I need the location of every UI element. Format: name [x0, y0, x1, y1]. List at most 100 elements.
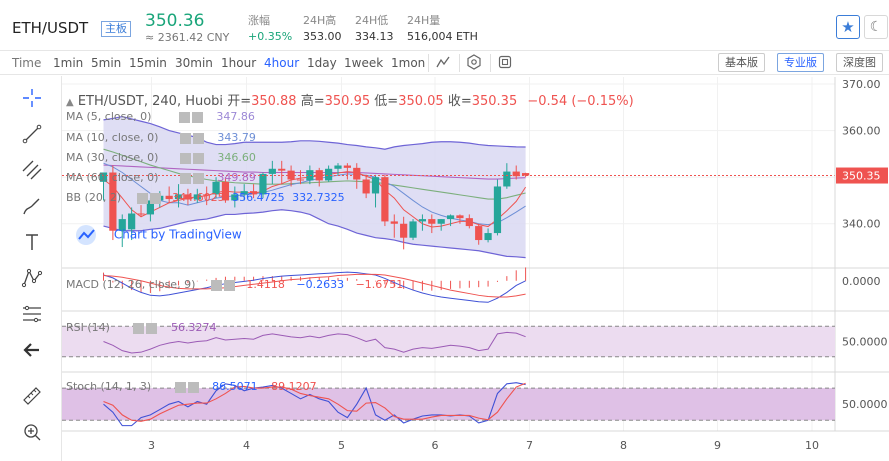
interval-1min[interactable]: 1min	[53, 56, 84, 70]
interval-1mon[interactable]: 1mon	[391, 56, 426, 70]
macd-line	[103, 271, 526, 303]
close-label: 收=	[447, 94, 472, 109]
ma10-legend[interactable]: MA (10, close, 0) 343.79	[66, 131, 256, 144]
ma10-label: MA (10, close, 0)	[66, 131, 159, 144]
candle-body	[522, 173, 530, 176]
candle-body	[400, 223, 408, 238]
candle-body	[353, 167, 361, 180]
eye-icon[interactable]	[179, 132, 191, 144]
interval-1week[interactable]: 1week	[344, 56, 384, 70]
interval-30min[interactable]: 30min	[175, 56, 213, 70]
indicators-icon[interactable]	[434, 54, 452, 72]
fib-retracement-icon[interactable]	[19, 301, 45, 327]
time-tick-label: 3	[148, 439, 155, 452]
candle-body	[503, 171, 511, 187]
back-arrow-icon[interactable]	[19, 337, 45, 363]
ma5-legend[interactable]: MA (5, close, 0) 347.86	[66, 110, 255, 123]
close-icon[interactable]	[223, 279, 235, 291]
interval-1day[interactable]: 1day	[307, 56, 337, 70]
candle-body	[193, 194, 201, 200]
close-icon[interactable]	[149, 192, 161, 204]
measure-icon[interactable]	[19, 383, 45, 409]
text-icon[interactable]	[19, 229, 45, 255]
interval-15min[interactable]: 15min	[129, 56, 167, 70]
eye-icon[interactable]	[136, 192, 148, 204]
ma30-label: MA (30, close, 0)	[66, 151, 159, 164]
brush-icon[interactable]	[19, 193, 45, 219]
toolbar-divider	[459, 54, 460, 72]
candle-body	[249, 191, 258, 195]
eye-icon[interactable]	[178, 111, 190, 123]
price-axis-background	[835, 77, 889, 461]
candle-body	[268, 168, 276, 174]
time-tick-label: 10	[805, 439, 819, 452]
close-icon[interactable]	[192, 172, 204, 184]
candle-body	[390, 221, 398, 224]
stoch-label: Stoch (14, 1, 3)	[66, 380, 152, 393]
price-tick-label: 370.00	[842, 78, 881, 91]
ma5-value: 347.86	[216, 110, 255, 123]
candle-body	[146, 200, 154, 215]
candle-body	[203, 194, 211, 196]
crosshair-icon[interactable]	[19, 85, 45, 111]
theme-toggle-button[interactable]: ☾	[864, 15, 888, 39]
close-icon[interactable]	[192, 152, 204, 164]
eye-icon[interactable]	[174, 381, 186, 393]
basic-version-button[interactable]: 基本版	[718, 53, 765, 72]
collapse-icon[interactable]: ▲	[66, 97, 74, 108]
pair-name[interactable]: ETH/USDT	[12, 19, 89, 37]
fullscreen-icon[interactable]	[496, 54, 514, 72]
close-icon[interactable]	[146, 322, 158, 334]
low-value: 350.05	[398, 94, 444, 109]
bb-legend[interactable]: BB (20, 2) 344.6025 356.4725 332.7325	[66, 191, 345, 204]
rsi-tick-label: 50.0000	[842, 336, 888, 349]
star-icon: ★	[841, 18, 855, 36]
close-icon[interactable]	[187, 381, 199, 393]
eye-icon[interactable]	[133, 322, 145, 334]
macd-signal-value: −1.6751	[355, 278, 404, 291]
interval-5min[interactable]: 5min	[91, 56, 122, 70]
candle-body	[343, 165, 351, 168]
eye-icon[interactable]	[210, 279, 222, 291]
rsi-value: 56.3274	[170, 321, 217, 334]
candle-body	[259, 173, 267, 195]
close-icon[interactable]	[192, 132, 204, 144]
eye-icon[interactable]	[179, 172, 191, 184]
candle-body	[409, 221, 417, 238]
candle-body	[306, 170, 314, 181]
zoom-icon[interactable]	[19, 419, 45, 445]
ma60-value: 349.89	[217, 171, 256, 184]
high-24h-label: 24H高	[303, 14, 337, 27]
favorite-button[interactable]: ★	[836, 15, 860, 39]
interval-1hour[interactable]: 1hour	[221, 56, 257, 70]
bb-upper-value: 356.4725	[232, 191, 285, 204]
depth-chart-button[interactable]: 深度图	[836, 53, 883, 72]
candle-body	[325, 168, 333, 181]
trend-line-icon[interactable]	[19, 121, 45, 147]
candle-body	[118, 219, 126, 231]
candle-body	[278, 168, 286, 171]
close-value: 350.35	[471, 94, 518, 109]
candle-body	[428, 219, 436, 224]
stoch-legend[interactable]: Stoch (14, 1, 3) 86.5071 89.1207	[66, 380, 317, 393]
settings-icon[interactable]	[465, 54, 483, 72]
bb-upper-line	[103, 115, 526, 150]
macd-label: MACD (12, 26, close, 9)	[66, 278, 196, 291]
candle-body	[418, 219, 427, 222]
ma30-legend[interactable]: MA (30, close, 0) 346.60	[66, 151, 256, 164]
tradingview-watermark[interactable]: Chart by TradingView	[74, 224, 242, 246]
parallel-channel-icon[interactable]	[19, 157, 45, 183]
eye-icon[interactable]	[179, 152, 191, 164]
open-value: 350.88	[251, 94, 297, 109]
interval-4hour[interactable]: 4hour	[264, 56, 300, 70]
close-icon[interactable]	[191, 111, 203, 123]
pro-version-button[interactable]: 专业版	[777, 53, 824, 72]
change-value: +0.35%	[248, 30, 293, 43]
candle-body	[99, 172, 108, 182]
macd-legend[interactable]: MACD (12, 26, close, 9) 1.4118 −0.2633 −…	[66, 278, 403, 291]
rsi-legend[interactable]: RSI (14) 56.3274	[66, 321, 216, 334]
high-value: 350.95	[324, 94, 371, 109]
ma60-legend[interactable]: MA (60, close, 0) 349.89	[66, 171, 256, 184]
pattern-icon[interactable]	[19, 265, 45, 291]
ma10-value: 343.79	[217, 131, 256, 144]
